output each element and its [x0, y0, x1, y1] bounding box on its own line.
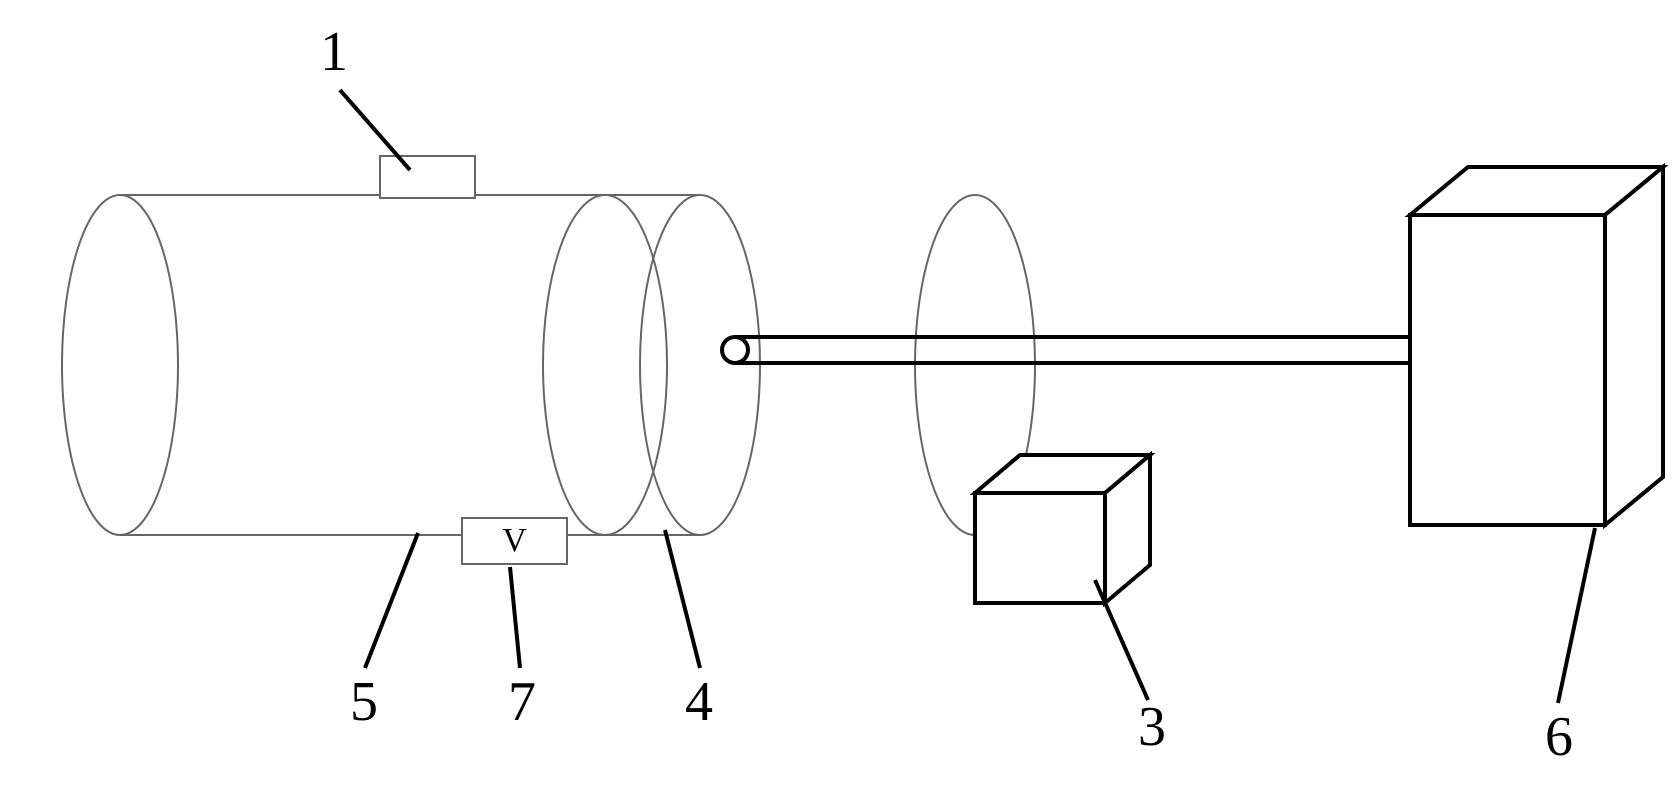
small-cube	[975, 455, 1150, 603]
label-5: 5	[350, 671, 378, 733]
cylinder-body	[62, 195, 667, 535]
large-cube	[1410, 167, 1663, 525]
leader-lines	[340, 90, 1595, 703]
engineering-diagram: V 1 3 4 5 6 7	[0, 0, 1673, 810]
volt-label: V	[502, 522, 527, 559]
label-6: 6	[1545, 706, 1573, 768]
label-1: 1	[320, 21, 348, 83]
label-7: 7	[508, 671, 536, 733]
volt-box: V	[462, 518, 567, 564]
rod	[722, 337, 1414, 363]
top-small-box	[380, 156, 475, 198]
labels-group: 1 3 4 5 6 7	[320, 21, 1573, 768]
label-3: 3	[1138, 696, 1166, 758]
label-4: 4	[685, 671, 713, 733]
